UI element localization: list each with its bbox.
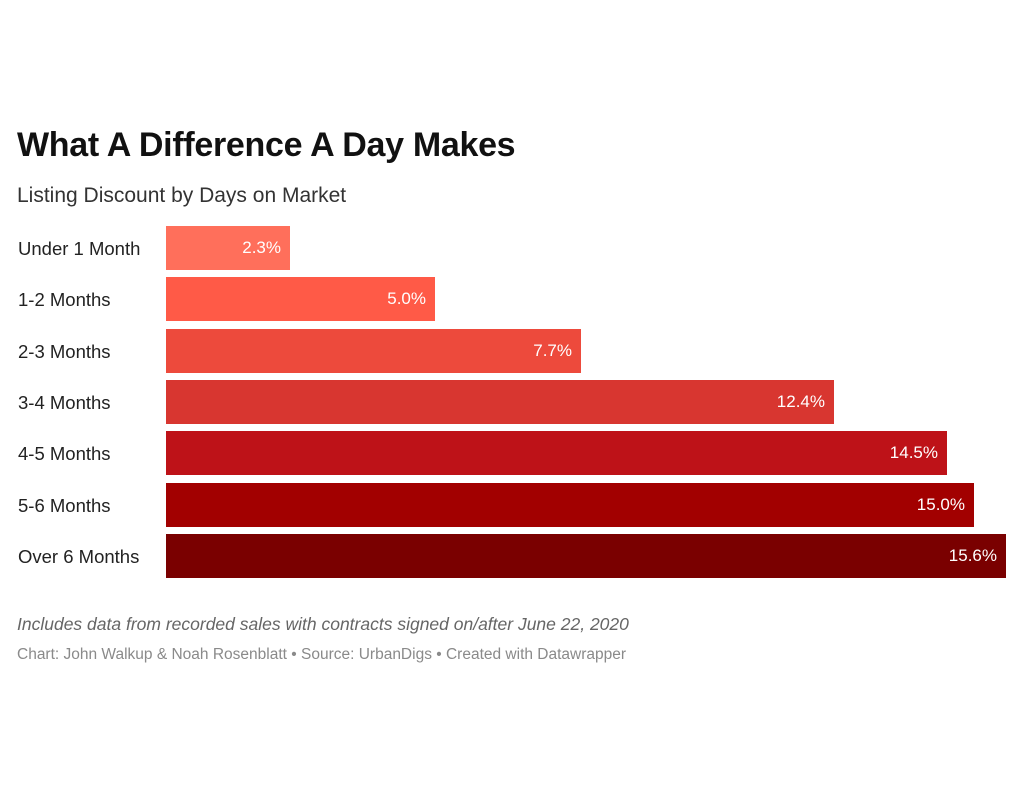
bar-row: 2-3 Months 7.7% <box>0 328 1024 375</box>
bar-row: Under 1 Month 2.3% <box>0 226 1024 272</box>
category-label: Under 1 Month <box>18 238 141 259</box>
bar-row: 5-6 Months 15.0% <box>0 482 1024 529</box>
bar-chart: Under 1 Month 2.3% 1-2 Months 5.0% 2-3 Month… <box>0 226 1024 582</box>
value-label: 12.4% <box>776 391 825 411</box>
value-label: 5.0% <box>387 289 426 309</box>
category-label: 1-2 Months <box>18 289 111 311</box>
category-label: 3-4 Months <box>18 391 111 413</box>
category-label: 5-6 Months <box>18 494 111 516</box>
bar: 7.7% <box>166 328 581 373</box>
category-label: 2-3 Months <box>18 340 111 362</box>
chart-subtitle: Listing Discount by Days on Market <box>17 184 347 207</box>
bar: 5.0% <box>166 277 435 322</box>
bar-row: 1-2 Months 5.0% <box>0 277 1024 323</box>
bar: 14.5% <box>166 431 947 476</box>
value-label: 15.0% <box>916 494 965 514</box>
bar: 2.3% <box>166 226 290 270</box>
bar: 12.4% <box>166 379 834 424</box>
bar: 15.6% <box>166 533 1006 578</box>
chart-credits: Chart: John Walkup & Noah Rosenblatt • S… <box>17 646 627 663</box>
value-label: 15.6% <box>948 545 997 565</box>
bar: 15.0% <box>166 482 974 527</box>
value-label: 7.7% <box>533 340 572 360</box>
value-label: 14.5% <box>889 443 938 463</box>
bar-row: 4-5 Months 14.5% <box>0 431 1024 477</box>
bar-row: Over 6 Months 15.6% <box>0 533 1024 580</box>
category-label: Over 6 Months <box>18 545 140 567</box>
chart-note: Includes data from recorded sales with c… <box>17 614 629 634</box>
bar-row: 3-4 Months 12.4% <box>0 379 1024 426</box>
category-label: 4-5 Months <box>18 443 111 465</box>
value-label: 2.3% <box>242 238 281 257</box>
chart-title: What A Difference A Day Makes <box>17 126 516 164</box>
